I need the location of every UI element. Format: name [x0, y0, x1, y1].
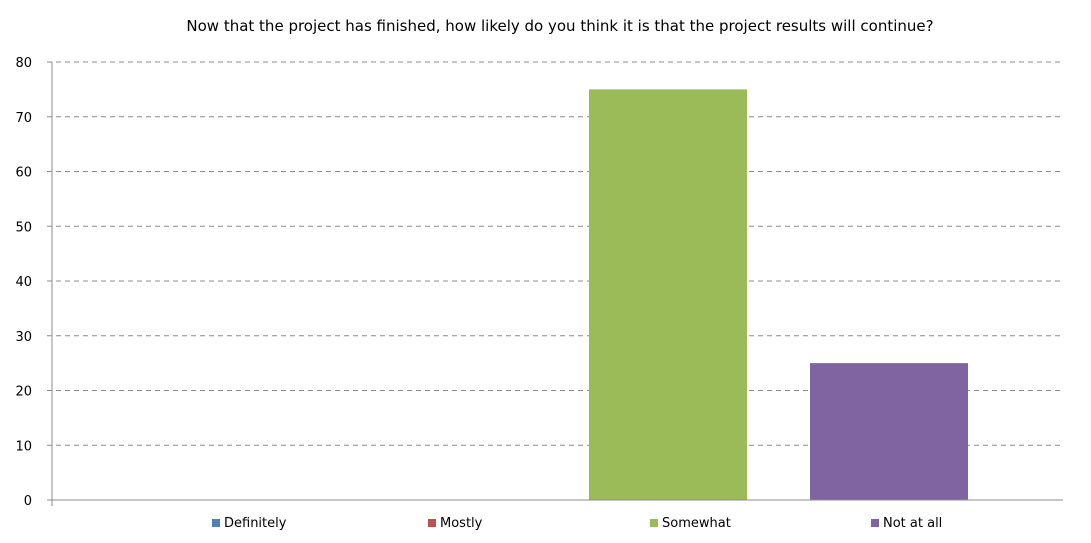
y-axis-tick-labels: 0 10 20 30 40 50 60 70 80: [15, 56, 32, 509]
y-tick-label: 30: [15, 330, 32, 345]
legend-item-somewhat: Somewhat: [650, 516, 731, 531]
y-tick-label: 10: [15, 439, 32, 454]
legend-swatch: [650, 519, 658, 527]
legend: Definitely Mostly Somewhat Not at all: [212, 516, 942, 531]
y-tick-label: 70: [15, 111, 32, 126]
y-tick-label: 60: [15, 166, 32, 181]
y-tick-label: 40: [15, 275, 32, 290]
y-tick-label: 50: [15, 220, 32, 235]
y-tick-label: 20: [15, 385, 32, 400]
bar-not-at-all: [810, 363, 968, 500]
legend-swatch: [212, 519, 220, 527]
bars: [589, 89, 968, 500]
legend-item-not-at-all: Not at all: [871, 516, 942, 531]
legend-swatch: [871, 519, 879, 527]
legend-item-definitely: Definitely: [212, 516, 287, 531]
axes: [47, 62, 1063, 506]
y-tick-label: 80: [15, 56, 32, 71]
chart-title: Now that the project has finished, how l…: [186, 17, 933, 35]
legend-swatch: [428, 519, 436, 527]
legend-label: Somewhat: [662, 516, 731, 531]
legend-item-mostly: Mostly: [428, 516, 483, 531]
y-tick-label: 0: [24, 494, 32, 509]
legend-label: Mostly: [440, 516, 483, 531]
legend-label: Definitely: [224, 516, 287, 531]
bar-somewhat: [589, 89, 747, 500]
legend-label: Not at all: [883, 516, 942, 531]
